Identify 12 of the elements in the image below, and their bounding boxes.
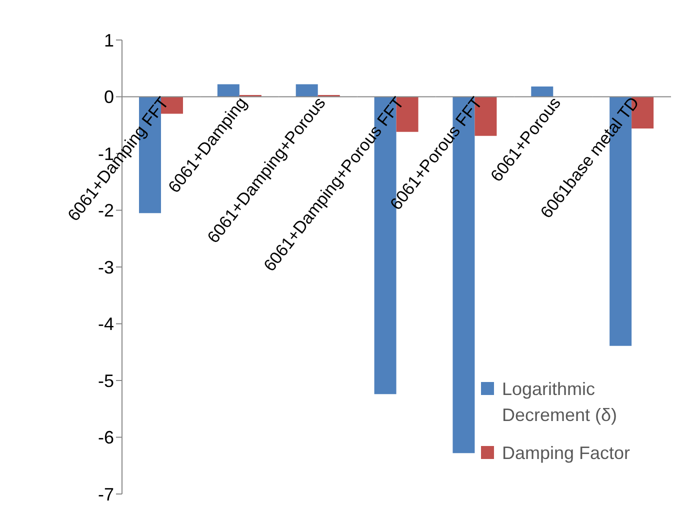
y-tick-label: 0 [104, 87, 114, 108]
legend-label: Logarithmic Decrement (δ) [502, 378, 618, 427]
legend-label: Damping Factor [502, 442, 630, 465]
y-tick-label: -5 [98, 370, 114, 391]
y-tick-label: 1 [104, 30, 114, 50]
bar [531, 86, 554, 97]
bar [217, 84, 240, 97]
y-tick-label: -7 [98, 484, 114, 504]
y-tick-label: -4 [98, 314, 114, 334]
y-tick-label: -6 [98, 428, 114, 448]
bar [296, 84, 318, 97]
y-tick-label: -3 [98, 257, 114, 278]
